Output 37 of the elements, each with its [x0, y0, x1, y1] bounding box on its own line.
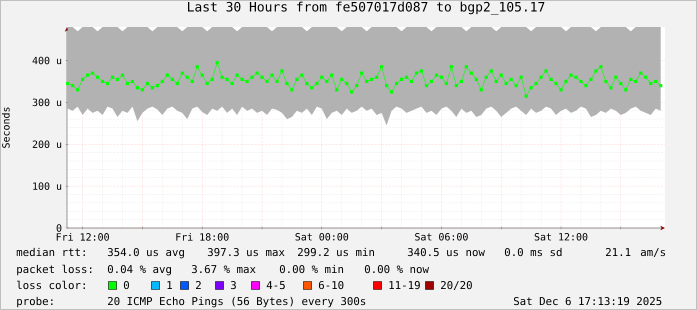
text: 11-19 — [390, 281, 420, 290]
text: 6-10 — [318, 281, 344, 290]
text: 3.67 % max — [192, 265, 256, 274]
text: 3 — [230, 281, 236, 290]
x-tick-label: Fri 18:00 — [176, 233, 229, 241]
x-tick-label: Sat 06:00 — [415, 233, 468, 241]
chart-title: Last 30 Hours from fe507017d087 to bgp2_105.17 — [188, 2, 544, 15]
text: 20 ICMP Echo Pings (56 Bytes) every 300s — [108, 296, 366, 308]
text: 354.0 us avg — [108, 248, 184, 258]
y-tick-label: 300 u — [32, 98, 62, 106]
y-axis-title: Seconds — [2, 107, 10, 148]
text: 20/20 — [441, 281, 472, 290]
x-tick-label: Fri 12:00 — [56, 233, 109, 241]
text: loss color: — [17, 280, 85, 290]
text: 4-5 — [266, 281, 285, 290]
y-tick-label: 0 — [56, 224, 62, 232]
y-tick-label: 200 u — [32, 140, 62, 148]
text: am/s — [640, 248, 666, 257]
y-tick-label: 100 u — [33, 182, 62, 190]
text: 299.2 us min — [298, 248, 374, 256]
text: 0.00 % now — [364, 265, 429, 274]
text: 0.0 ms sd — [504, 248, 562, 256]
text: packet loss: — [17, 264, 92, 276]
text: 21.1 — [606, 248, 630, 256]
text: 340.5 us now — [408, 248, 485, 256]
text: probe: — [17, 296, 52, 308]
text: 0.04 % avg — [108, 265, 171, 276]
text: Sat Dec 6 17:13:19 2025 — [514, 297, 662, 306]
text: 0 — [124, 281, 129, 290]
text: 0.00 % min — [280, 264, 344, 274]
text: median rtt: — [16, 248, 85, 256]
y-tick-label: 400 u — [32, 56, 62, 64]
text: 2 — [196, 281, 201, 289]
text: 397.3 us max — [208, 248, 285, 256]
x-tick-label: Sat 12:00 — [534, 233, 588, 241]
text: 1 — [168, 281, 172, 289]
x-tick-label: Sat 00:00 — [295, 233, 348, 241]
